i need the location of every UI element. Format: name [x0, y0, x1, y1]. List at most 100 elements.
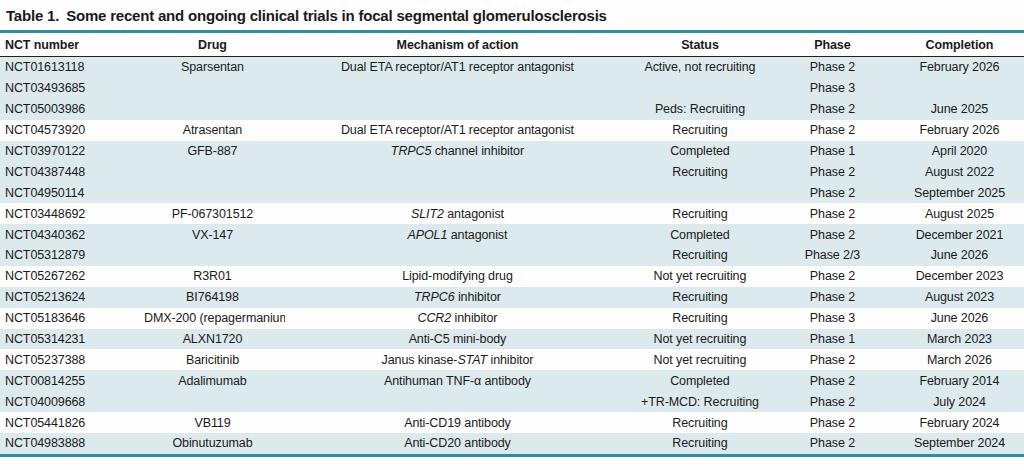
mechanism-text: Janus kinase-: [382, 353, 458, 367]
table-title-text: Some recent and ongoing clinical trials …: [66, 7, 607, 24]
table-row: NCT04009668+TR-MCD: RecruitingPhase 2Jul…: [0, 391, 1024, 412]
cell-status: [630, 182, 770, 203]
table-body: NCT01613118SparsentanDual ETA receptor/A…: [0, 57, 1024, 454]
cell-completion: March 2026: [895, 349, 1024, 370]
cell-phase: Phase 2: [770, 224, 895, 245]
cell-completion: April 2020: [895, 141, 1024, 162]
cell-nct: NCT04983888: [0, 433, 140, 454]
cell-status: Recruiting: [630, 120, 770, 141]
cell-mechanism: Anti-CD19 antibody: [285, 412, 630, 433]
cell-status: [630, 78, 770, 99]
cell-nct: NCT03493685: [0, 78, 140, 99]
table-row: NCT00814255Adalimumab Antihuman TNF-α ant…: [0, 370, 1024, 391]
table-row: NCT03448692PF-067301512SLIT2 antagonistR…: [0, 203, 1024, 224]
table-row: NCT05441826VB119Anti-CD19 antibodyRecrui…: [0, 412, 1024, 433]
cell-mechanism: Lipid-modifying drug: [285, 266, 630, 287]
cell-completion: August 2023: [895, 287, 1024, 308]
cell-mechanism: Anti-CD20 antibody: [285, 433, 630, 454]
cell-mechanism: TRPC5 channel inhibitor: [285, 141, 630, 162]
table-row: NCT04387448RecruitingPhase 2August 2022: [0, 161, 1024, 182]
cell-status: Recruiting: [630, 433, 770, 454]
cell-phase: Phase 2: [770, 349, 895, 370]
cell-drug: Adalimumab: [140, 370, 285, 391]
col-header-mechanism: Mechanism of action: [285, 33, 630, 57]
cell-nct: NCT05312879: [0, 245, 140, 266]
cell-nct: NCT03448692: [0, 203, 140, 224]
header-row: NCT numberDrugMechanism of actionStatusP…: [0, 33, 1024, 57]
cell-status: Completed: [630, 141, 770, 162]
cell-status: Not yet recruiting: [630, 329, 770, 350]
cell-completion: February 2026: [895, 57, 1024, 78]
bottom-rule: [0, 454, 1024, 457]
cell-completion: February 2024: [895, 412, 1024, 433]
mechanism-text: antagonist: [444, 207, 504, 221]
cell-nct: NCT05237388: [0, 349, 140, 370]
cell-status: Recruiting: [630, 245, 770, 266]
cell-completion: June 2025: [895, 99, 1024, 120]
cell-phase: Phase 2: [770, 182, 895, 203]
mechanism-text: Anti-CD19 antibody: [404, 416, 511, 430]
cell-status: Recruiting: [630, 203, 770, 224]
mechanism-text: Anti-CD20 antibody: [404, 436, 511, 450]
cell-mechanism: [285, 78, 630, 99]
cell-phase: Phase 2: [770, 433, 895, 454]
cell-drug: VX-147: [140, 224, 285, 245]
cell-nct: NCT03970122: [0, 141, 140, 162]
cell-phase: Phase 2: [770, 391, 895, 412]
gene-name: SLIT2: [411, 207, 444, 221]
mechanism-text: Dual ETA receptor/AT1 receptor antagonis…: [341, 123, 574, 137]
cell-nct: NCT05314231: [0, 329, 140, 350]
table-row: NCT05183646DMX-200 (repagermanium)CCR2 i…: [0, 308, 1024, 329]
cell-phase: Phase 2: [770, 161, 895, 182]
cell-mechanism: Dual ETA receptor/AT1 receptor antagonis…: [285, 57, 630, 78]
cell-completion: September 2024: [895, 433, 1024, 454]
gene-name: TRPC5: [391, 144, 431, 158]
mechanism-text: Lipid-modifying drug: [402, 269, 513, 283]
cell-completion: July 2024: [895, 391, 1024, 412]
cell-drug: Obinutuzumab: [140, 433, 285, 454]
cell-mechanism: [285, 391, 630, 412]
cell-completion: February 2014: [895, 370, 1024, 391]
col-header-status: Status: [630, 33, 770, 57]
cell-phase: Phase 3: [770, 78, 895, 99]
table-title-label: Table 1.: [6, 7, 59, 24]
cell-phase: Phase 2: [770, 57, 895, 78]
cell-phase: Phase 2: [770, 99, 895, 120]
gene-name: APOL1: [408, 228, 448, 242]
mechanism-text: inhibitor: [455, 290, 501, 304]
table-row: NCT04950114Phase 2September 2025: [0, 182, 1024, 203]
table-row: NCT04573920AtrasentanDual ETA receptor/A…: [0, 120, 1024, 141]
cell-mechanism: [285, 245, 630, 266]
cell-drug: Baricitinib: [140, 349, 285, 370]
cell-completion: August 2022: [895, 161, 1024, 182]
cell-drug: R3R01: [140, 266, 285, 287]
table-row: NCT04983888Obinutuzumab Anti-CD20 antibod…: [0, 433, 1024, 454]
cell-completion: December 2021: [895, 224, 1024, 245]
cell-drug: [140, 78, 285, 99]
cell-drug: DMX-200 (repagermanium): [140, 308, 285, 329]
mechanism-text: Anti-C5 mini-body: [409, 332, 507, 346]
table-title: Table 1. Some recent and ongoing clinical…: [0, 0, 1024, 30]
cell-status: +TR-MCD: Recruiting: [630, 391, 770, 412]
cell-status: Recruiting: [630, 161, 770, 182]
cell-mechanism: [285, 161, 630, 182]
table-row: NCT05003986Peds: RecruitingPhase 2June 2…: [0, 99, 1024, 120]
cell-nct: NCT00814255: [0, 370, 140, 391]
cell-status: Peds: Recruiting: [630, 99, 770, 120]
page: Table 1. Some recent and ongoing clinical…: [0, 0, 1024, 470]
table-row: NCT05213624BI764198TRPC6 inhibitorRecrui…: [0, 287, 1024, 308]
gene-name: CCR2: [418, 311, 452, 325]
col-header-drug: Drug: [140, 33, 285, 57]
mechanism-text: inhibitor: [451, 311, 497, 325]
cell-mechanism: APOL1 antagonist: [285, 224, 630, 245]
cell-status: Recruiting: [630, 308, 770, 329]
cell-status: Recruiting: [630, 287, 770, 308]
cell-status: Not yet recruiting: [630, 349, 770, 370]
cell-drug: Sparsentan: [140, 57, 285, 78]
mechanism-text: Antihuman TNF-α antibody: [384, 374, 531, 388]
cell-mechanism: Dual ETA receptor/AT1 receptor antagonis…: [285, 120, 630, 141]
cell-nct: NCT04573920: [0, 120, 140, 141]
cell-phase: Phase 2: [770, 203, 895, 224]
cell-phase: Phase 2: [770, 370, 895, 391]
cell-drug: [140, 391, 285, 412]
